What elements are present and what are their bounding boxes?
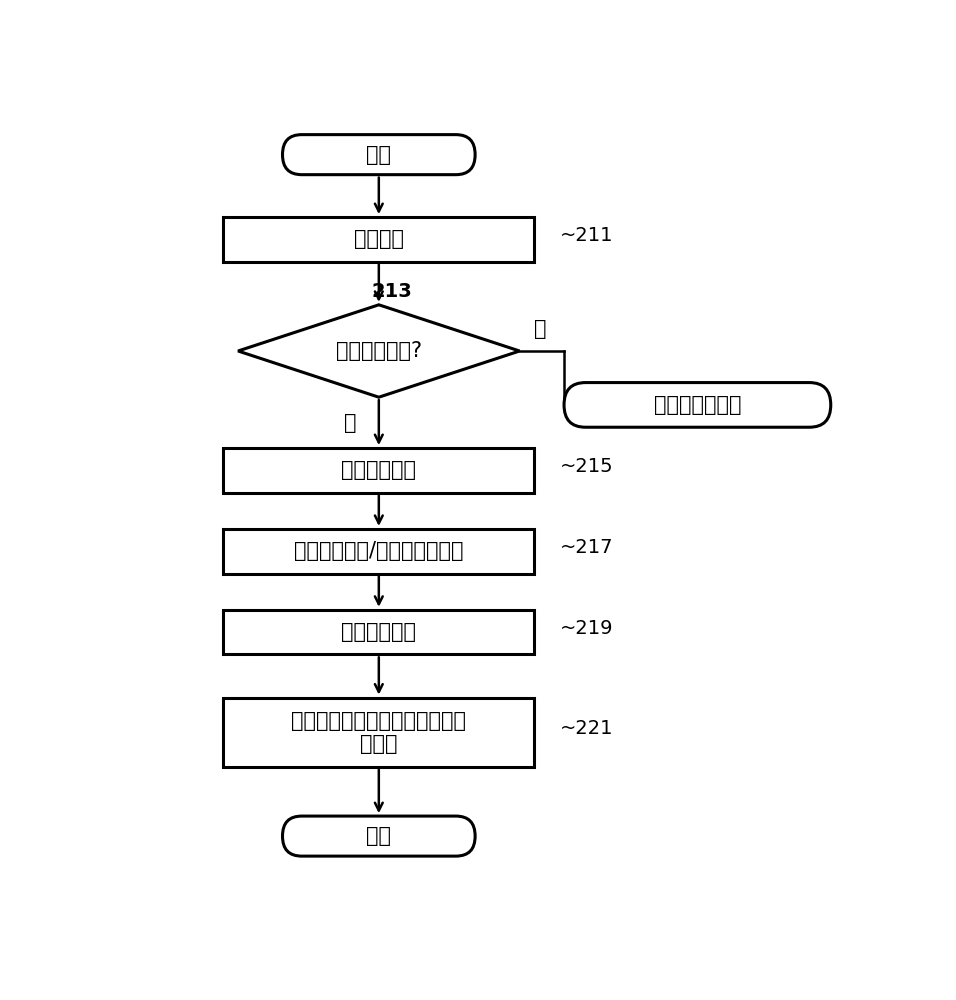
Text: 剪裁和处理在校正的剪裁区域中
的信息: 剪裁和处理在校正的剪裁区域中 的信息 [292, 711, 467, 754]
Text: 执行相应的功能: 执行相应的功能 [654, 395, 741, 415]
Text: 校正剪裁区域: 校正剪裁区域 [341, 622, 416, 642]
Bar [223, 217, 534, 262]
Text: 结束: 结束 [366, 826, 391, 846]
Text: 213: 213 [371, 282, 412, 301]
Text: ~219: ~219 [560, 619, 614, 638]
Text: ~211: ~211 [560, 226, 614, 245]
Text: ~217: ~217 [560, 538, 614, 557]
Text: 剪裁触摸交互?: 剪裁触摸交互? [336, 341, 422, 361]
Text: 对剪裁区域和/或信息进行分析: 对剪裁区域和/或信息进行分析 [294, 541, 464, 561]
Bar [223, 610, 534, 654]
FancyBboxPatch shape [282, 816, 475, 856]
Text: 显示内容: 显示内容 [354, 229, 403, 249]
Bar [223, 698, 534, 767]
Text: ~221: ~221 [560, 719, 614, 738]
Text: 是: 是 [344, 413, 357, 433]
Text: 显示剪裁区域: 显示剪裁区域 [341, 460, 416, 480]
FancyBboxPatch shape [282, 135, 475, 175]
Text: 否: 否 [534, 319, 547, 339]
Text: ~215: ~215 [560, 457, 614, 476]
Text: 开始: 开始 [366, 145, 391, 165]
Bar [223, 529, 534, 574]
Polygon shape [238, 305, 520, 397]
Bar [223, 448, 534, 493]
FancyBboxPatch shape [564, 383, 831, 427]
